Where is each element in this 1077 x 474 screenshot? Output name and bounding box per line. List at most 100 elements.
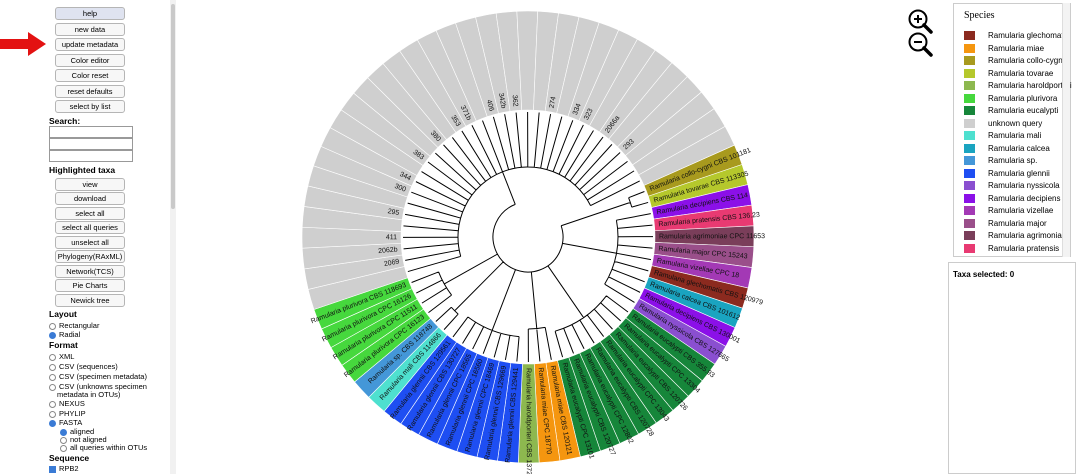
legend-swatch (964, 118, 975, 128)
leaf-label[interactable]: 411 (386, 234, 397, 241)
zoom-in-icon[interactable] (907, 8, 933, 34)
select-all-queries-button[interactable]: select all queries (55, 221, 125, 234)
view-button[interactable]: view (55, 178, 125, 191)
sequence-option-rpb2[interactable]: RPB2 (49, 464, 79, 473)
legend-item[interactable]: Ramularia major (964, 218, 1047, 230)
leaf-label[interactable]: 323 (583, 108, 594, 122)
select-all-button[interactable]: select all (55, 207, 125, 220)
leaf-label[interactable]: 362 (511, 95, 519, 107)
legend-item[interactable]: Ramularia nyssicola (964, 180, 1060, 192)
unselect-all-button[interactable]: unselect all (55, 236, 125, 249)
legend-item[interactable]: Ramularia calcea (964, 143, 1050, 155)
legend-swatch (964, 181, 975, 191)
update-metadata-button[interactable]: update metadata (55, 38, 125, 51)
format-option-fasta[interactable]: FASTA (49, 418, 82, 427)
legend-item[interactable]: Ramularia agrimoniae (964, 230, 1066, 242)
leaf-label[interactable]: 295 (387, 208, 400, 217)
option-label: PHYLIP (59, 409, 86, 418)
phylogeny-button[interactable]: Phylogeny(RAxML) (55, 250, 125, 263)
leaf-label[interactable]: 274 (549, 96, 558, 109)
format-option-csv-unknowns-line2: metadata in OTUs) (57, 390, 121, 399)
layout-option-radial[interactable]: Radial (49, 330, 80, 339)
legend-swatch (964, 143, 975, 153)
leaf-label[interactable]: 334 (572, 103, 583, 117)
color-editor-button[interactable]: Color editor (55, 54, 125, 67)
sidebar-scrollbar[interactable] (170, 0, 176, 474)
radio-icon[interactable] (60, 436, 67, 444)
color-reset-button[interactable]: Color reset (55, 69, 125, 82)
option-label: XML (59, 352, 75, 361)
radial-phylogenetic-tree[interactable]: Ramularia collo-cygni CBS 101181Ramulari… (176, 0, 946, 474)
zoom-out-icon[interactable] (907, 31, 933, 57)
radio-icon[interactable] (49, 383, 56, 391)
format-option-csv-sequences[interactable]: CSV (sequences) (49, 362, 118, 371)
legend-item[interactable]: Ramularia tovarae (964, 68, 1053, 80)
search-input-1[interactable] (49, 126, 133, 138)
legend-item[interactable]: Ramularia plurivora (964, 93, 1057, 105)
leaf-label[interactable]: 406 (485, 99, 495, 112)
leaf-label[interactable]: Ramularia haroldporteri CBS 137272 (525, 368, 532, 474)
format-option-csv-unknowns[interactable]: CSV (unknowns specimen (49, 382, 147, 391)
legend-item[interactable]: Ramularia pratensis (964, 243, 1059, 255)
radio-icon[interactable] (49, 363, 56, 371)
legend-swatch (964, 156, 975, 166)
fasta-option-all-queries[interactable]: all queries within OTUs (60, 443, 147, 452)
leaf-label[interactable]: Ramularia agrimoniae CPC 11653 (659, 233, 765, 240)
pie-charts-button[interactable]: Pie Charts (55, 279, 125, 292)
legend-label: Ramularia haroldporteri (988, 81, 1072, 90)
tree-wedge[interactable] (638, 126, 735, 186)
legend-item[interactable]: Ramularia mali (964, 130, 1041, 142)
legend-item[interactable]: Ramularia miae (964, 43, 1044, 55)
newick-tree-button[interactable]: Newick tree (55, 294, 125, 307)
legend-item[interactable]: Ramularia glennii (964, 168, 1050, 180)
legend-label: Ramularia nyssicola (988, 181, 1060, 190)
highlighted-taxa-label: Highlighted taxa (49, 165, 116, 175)
radio-icon[interactable] (49, 373, 56, 381)
leaf-label[interactable]: 2069 (383, 258, 400, 268)
help-button[interactable]: help (55, 7, 125, 20)
radio-icon[interactable] (49, 322, 56, 330)
format-option-xml[interactable]: XML (49, 352, 74, 361)
legend-item[interactable]: Ramularia vizellae (964, 205, 1053, 217)
legend-item[interactable]: Ramularia decipiens (964, 193, 1060, 205)
radio-checked-icon[interactable] (49, 419, 56, 427)
format-option-phylip[interactable]: PHYLIP (49, 409, 86, 418)
branch-lines (402, 111, 654, 363)
legend-item[interactable]: unknown query (964, 118, 1042, 130)
format-option-nexus[interactable]: NEXUS (49, 399, 85, 408)
radio-icon[interactable] (60, 444, 67, 452)
option-label: FASTA (59, 418, 83, 427)
format-option-csv-metadata[interactable]: CSV (specimen metadata) (49, 372, 147, 381)
download-button[interactable]: download (55, 192, 125, 205)
fasta-option-aligned[interactable]: aligned (60, 427, 94, 436)
leaf-label[interactable]: 2062b (378, 246, 398, 255)
option-label: CSV (specimen metadata) (59, 372, 147, 381)
network-button[interactable]: Network(TCS) (55, 265, 125, 278)
sidebar-scroll-thumb[interactable] (171, 4, 175, 209)
radio-checked-icon[interactable] (49, 331, 56, 339)
select-by-list-button[interactable]: select by list (55, 100, 125, 113)
search-input-3[interactable] (49, 150, 133, 162)
legend-swatch (964, 131, 975, 141)
legend-item[interactable]: Ramularia sp. (964, 155, 1037, 167)
radio-icon[interactable] (49, 410, 56, 418)
layout-option-rectangular[interactable]: Rectangular (49, 321, 99, 330)
leaf-label[interactable]: 344 (398, 171, 412, 182)
legend-scrollbar[interactable] (1062, 3, 1070, 257)
legend-swatch (964, 43, 975, 53)
checkbox-checked-icon[interactable] (49, 465, 56, 473)
legend-item[interactable]: Ramularia eucalypti (964, 105, 1058, 117)
new-data-button[interactable]: new data (55, 23, 125, 36)
legend-swatch (964, 31, 975, 41)
legend-item[interactable]: Ramularia haroldporteri (964, 80, 1072, 92)
legend-item[interactable]: Ramularia collo-cygni (964, 55, 1064, 67)
leaf-label[interactable]: 342b (497, 92, 507, 109)
radio-icon[interactable] (49, 400, 56, 408)
fasta-option-not-aligned[interactable]: not aligned (60, 435, 107, 444)
search-input-2[interactable] (49, 138, 133, 150)
radio-icon[interactable] (49, 353, 56, 361)
reset-defaults-button[interactable]: reset defaults (55, 85, 125, 98)
legend-item[interactable]: Ramularia glechomatis (964, 30, 1069, 42)
radio-checked-icon[interactable] (60, 428, 67, 436)
leaf-label[interactable]: 300 (393, 183, 407, 194)
